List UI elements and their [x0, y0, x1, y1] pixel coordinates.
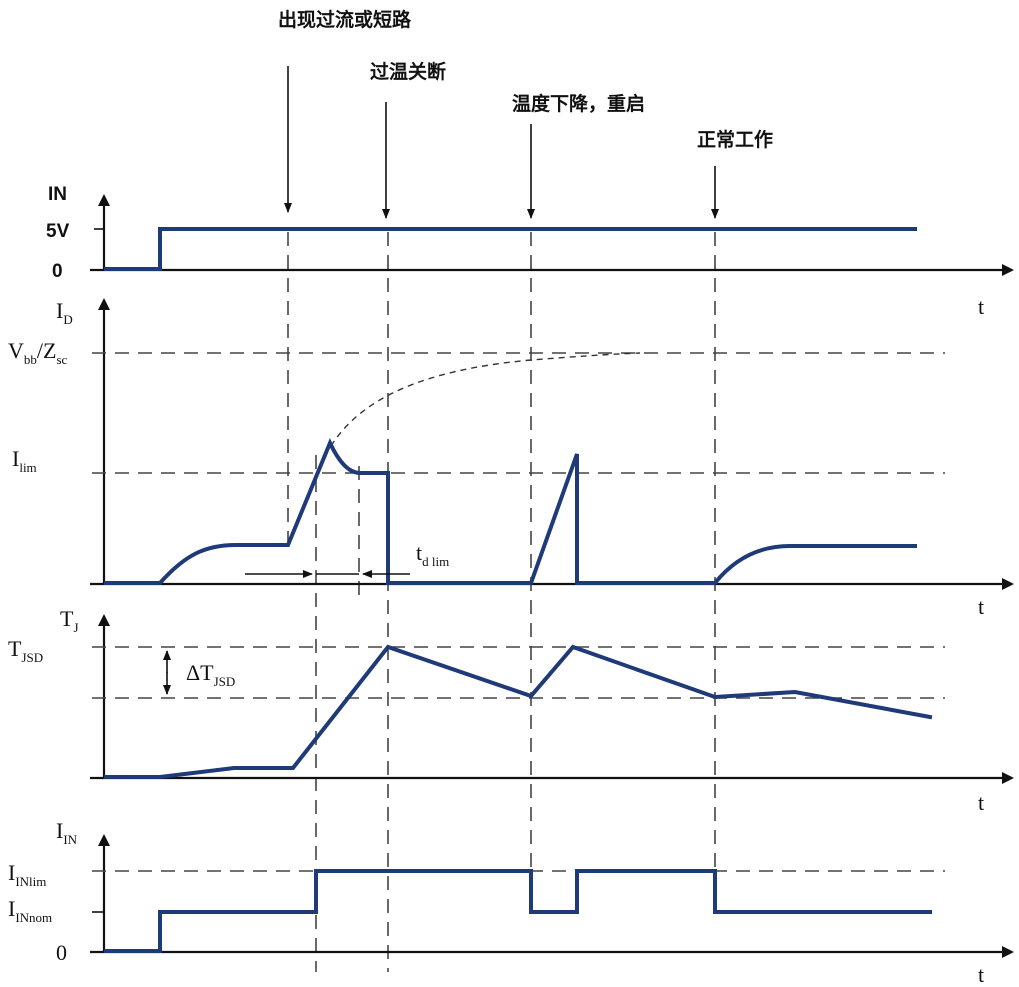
iin-nom-label: IINnom: [8, 896, 52, 925]
iin-signal-trace: [104, 869, 932, 953]
tj-signal-trace: [104, 644, 933, 779]
panel-id: ID Vbb/Zsc Ilim t td lim: [8, 298, 1014, 619]
event-label-normal: 正常工作: [697, 128, 773, 151]
panel-iin: IIN IINlim IINnom 0 t: [8, 818, 1014, 987]
tj-axis-label: TJ: [60, 606, 79, 635]
in-t-label: t: [978, 294, 984, 319]
panel-in: IN 5V 0 t: [46, 184, 1014, 319]
id-signal-trace: [104, 438, 917, 585]
event-label-overcurrent: 出现过流或短路: [278, 8, 412, 31]
in-axis-label: IN: [48, 184, 67, 205]
in-5v-label: 5V: [46, 221, 70, 242]
iin-axis-label: IIN: [56, 818, 78, 847]
tdlim-label: td lim: [416, 540, 449, 569]
id-t-label: t: [978, 594, 984, 619]
iin-lim-label: IINlim: [8, 860, 46, 889]
tj-t-label: t: [978, 790, 984, 815]
in-zero-label: 0: [52, 261, 63, 282]
iin-zero-label: 0: [56, 940, 67, 965]
id-prospective-current-curve: [330, 352, 641, 447]
in-signal-trace: [104, 227, 917, 271]
id-ilim-label: Ilim: [12, 446, 37, 475]
tj-delta-label: ΔTJSD: [186, 660, 235, 689]
tj-tjsd-label: TJSD: [8, 636, 43, 665]
iin-t-label: t: [978, 962, 984, 987]
panel-tj: TJ TJSD ΔTJSD t: [8, 606, 1014, 815]
id-axis-label: ID: [56, 298, 73, 327]
event-label-cool-restart: 温度下降，重启: [512, 92, 645, 115]
id-vbb-zsc-label: Vbb/Zsc: [8, 338, 68, 367]
event-label-thermal-shutdown: 过温关断: [370, 60, 446, 83]
